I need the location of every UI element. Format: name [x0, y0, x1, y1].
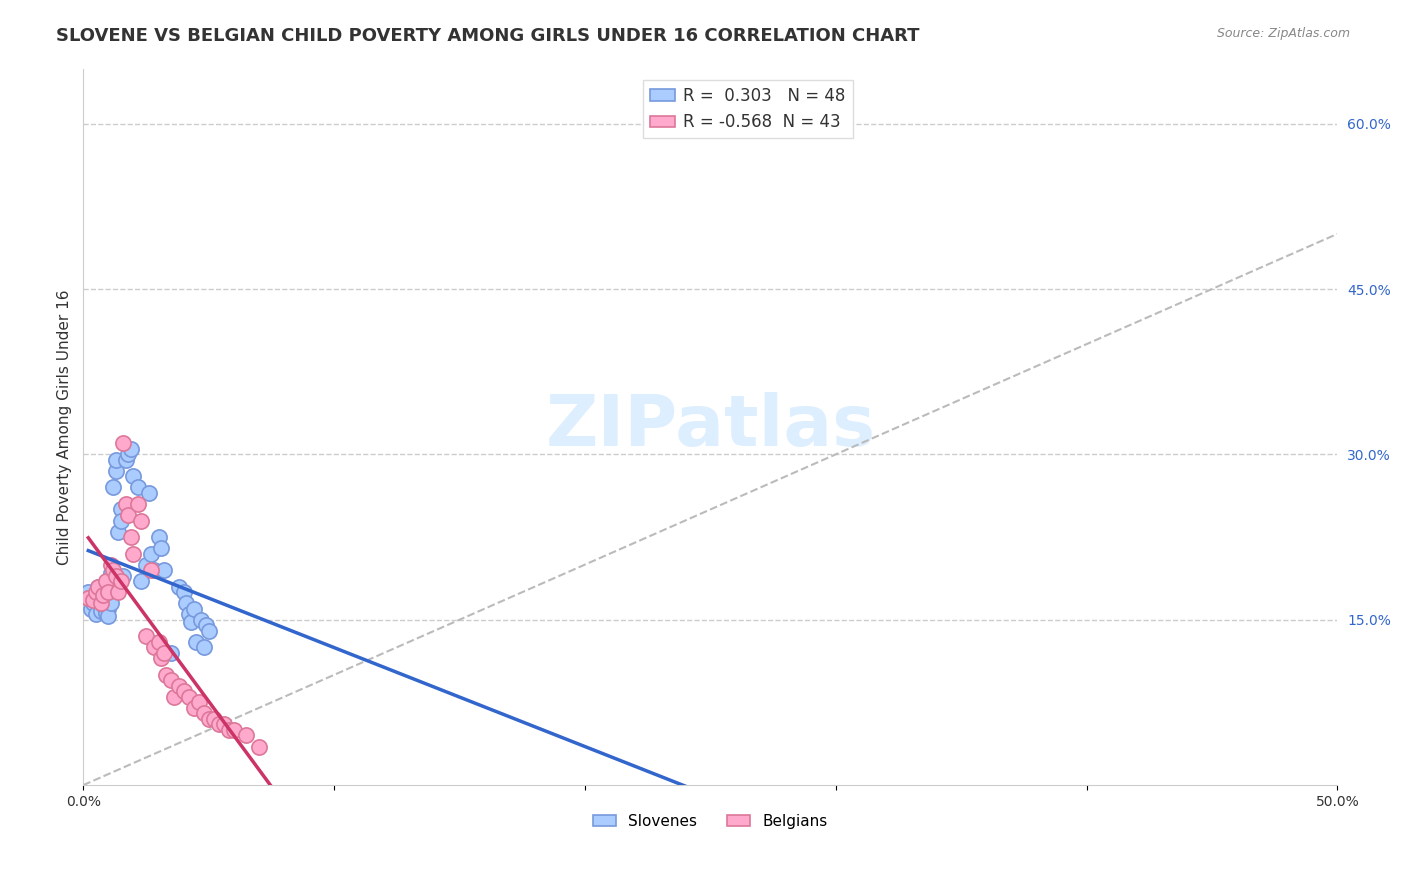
Point	[142, 640, 165, 655]
Legend: Slovenes, Belgians: Slovenes, Belgians	[586, 807, 834, 835]
Point	[129, 574, 152, 589]
Point	[120, 530, 142, 544]
Point	[115, 497, 138, 511]
Point	[167, 580, 190, 594]
Point	[90, 604, 112, 618]
Point	[112, 436, 135, 450]
Point	[152, 646, 174, 660]
Point	[93, 593, 115, 607]
Point	[80, 601, 103, 615]
Point	[155, 668, 177, 682]
Point	[117, 508, 139, 522]
Point	[107, 585, 129, 599]
Point	[84, 591, 107, 605]
Point	[160, 646, 183, 660]
Point	[187, 695, 209, 709]
Point	[97, 585, 120, 599]
Point	[77, 591, 100, 605]
Point	[84, 607, 107, 622]
Point	[202, 712, 225, 726]
Point	[84, 585, 107, 599]
Point	[110, 502, 132, 516]
Point	[247, 739, 270, 754]
Point	[93, 589, 115, 603]
Point	[82, 596, 104, 610]
Point	[152, 563, 174, 577]
Point	[162, 690, 184, 704]
Point	[173, 684, 195, 698]
Point	[212, 717, 235, 731]
Point	[235, 729, 257, 743]
Point	[167, 679, 190, 693]
Point	[100, 558, 122, 572]
Point	[82, 593, 104, 607]
Point	[148, 530, 170, 544]
Point	[129, 514, 152, 528]
Point	[103, 480, 125, 494]
Point	[94, 585, 117, 599]
Point	[193, 640, 215, 655]
Text: SLOVENE VS BELGIAN CHILD POVERTY AMONG GIRLS UNDER 16 CORRELATION CHART: SLOVENE VS BELGIAN CHILD POVERTY AMONG G…	[56, 27, 920, 45]
Point	[174, 596, 197, 610]
Point	[97, 601, 120, 615]
Point	[208, 717, 231, 731]
Point	[127, 480, 149, 494]
Point	[90, 596, 112, 610]
Point	[195, 618, 218, 632]
Point	[139, 563, 162, 577]
Point	[135, 629, 157, 643]
Point	[138, 486, 160, 500]
Point	[107, 524, 129, 539]
Point	[94, 606, 117, 620]
Text: ZIPatlas: ZIPatlas	[546, 392, 876, 461]
Point	[100, 566, 122, 581]
Point	[110, 514, 132, 528]
Point	[186, 634, 208, 648]
Point	[100, 596, 122, 610]
Point	[150, 541, 173, 555]
Point	[104, 568, 127, 582]
Text: Source: ZipAtlas.com: Source: ZipAtlas.com	[1216, 27, 1350, 40]
Point	[150, 651, 173, 665]
Point	[197, 624, 219, 638]
Point	[177, 690, 200, 704]
Point	[97, 609, 120, 624]
Point	[222, 723, 245, 737]
Point	[115, 453, 138, 467]
Point	[173, 585, 195, 599]
Point	[218, 723, 240, 737]
Point	[127, 497, 149, 511]
Point	[87, 580, 110, 594]
Point	[160, 673, 183, 688]
Point	[190, 613, 212, 627]
Point	[180, 615, 202, 629]
Point	[120, 442, 142, 456]
Point	[112, 568, 135, 582]
Point	[122, 469, 145, 483]
Point	[148, 634, 170, 648]
Point	[183, 701, 205, 715]
Point	[177, 607, 200, 622]
Point	[94, 574, 117, 589]
Point	[104, 464, 127, 478]
Point	[93, 599, 115, 613]
Point	[193, 706, 215, 721]
Point	[87, 580, 110, 594]
Point	[90, 599, 112, 614]
Point	[139, 547, 162, 561]
Point	[197, 712, 219, 726]
Y-axis label: Child Poverty Among Girls Under 16: Child Poverty Among Girls Under 16	[58, 289, 72, 565]
Point	[103, 563, 125, 577]
Point	[183, 601, 205, 615]
Point	[117, 447, 139, 461]
Point	[110, 574, 132, 589]
Point	[104, 453, 127, 467]
Point	[122, 547, 145, 561]
Point	[142, 563, 165, 577]
Point	[77, 585, 100, 599]
Point	[135, 558, 157, 572]
